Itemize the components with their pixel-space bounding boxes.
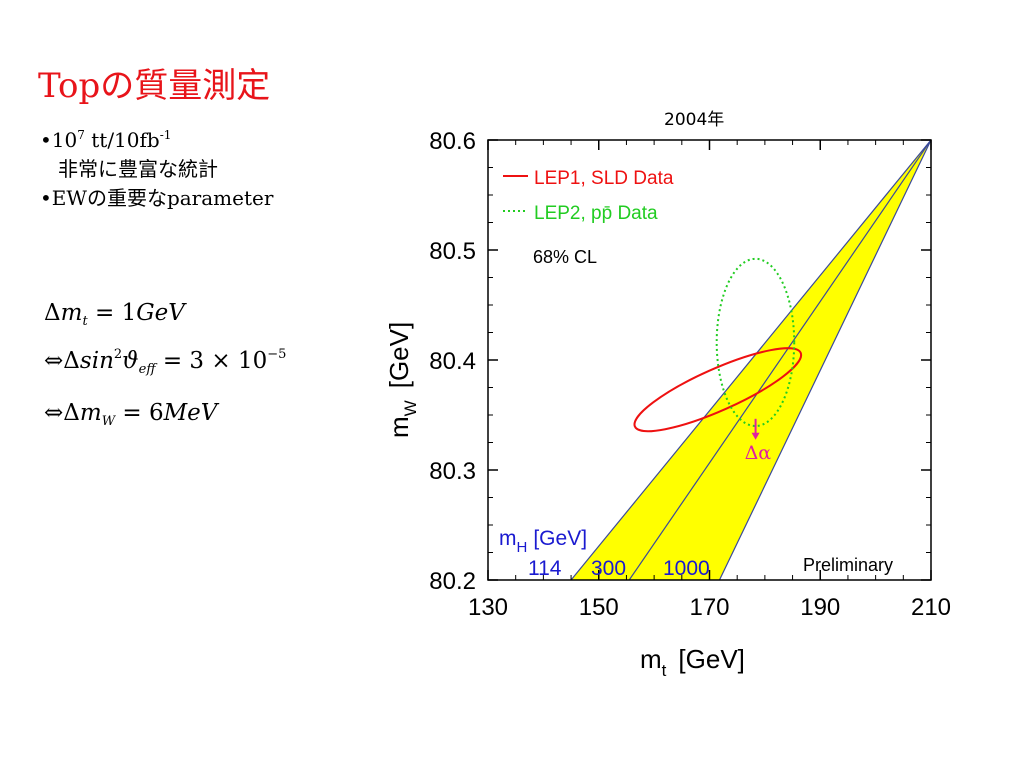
legend-cl-label: 68% CL	[533, 247, 597, 267]
x-tick-label-210: 210	[911, 594, 951, 621]
y-axis-label-main: m	[384, 416, 414, 438]
eq2-rhs: = 3 × 10	[155, 348, 268, 374]
mh-label-sub: H	[517, 539, 528, 556]
contour-lep2-ppbar	[715, 257, 796, 427]
higgs-band-fill	[571, 140, 931, 580]
eq3-arrow: ⇔	[44, 400, 64, 426]
contours	[633, 257, 803, 433]
eq2-theta: ϑ	[122, 348, 139, 374]
x-tick-label-170: 170	[689, 594, 729, 621]
bullet-stat: •107 tt/10fb-1	[40, 126, 273, 155]
eq1-unit: GeV	[136, 300, 185, 326]
eq2-sup2: −5	[267, 347, 287, 362]
higgs-line-1000	[718, 140, 931, 580]
mh-label-main: m	[499, 527, 517, 550]
slide-title: Topの質量測定	[38, 66, 271, 106]
delta-alpha-label: Δα	[745, 442, 772, 464]
x-axis-label-sub: t	[662, 661, 667, 680]
bullet-stat-desc: 非常に豊富な統計	[58, 157, 218, 181]
mh-legend: mH [GeV] 114 300 1000	[499, 527, 710, 580]
y-tick-label-80.6: 80.6	[429, 128, 476, 155]
mh-value-300: 300	[591, 557, 626, 580]
x-axis-label-unit: [GeV]	[678, 644, 744, 674]
equation-mw: ⇔ΔmW = 6MeV	[44, 400, 218, 429]
axis-ticks: 130 150 170 190 210 80.2 80.3 80.4 80.5 80.6	[429, 128, 951, 621]
bullet-list: •107 tt/10fb-1 非常に豊富な統計 •EWの重要なparameter	[40, 126, 273, 213]
higgs-line-300	[628, 140, 931, 580]
contour-lep1-sld	[633, 347, 803, 433]
delta-alpha-arrow-head	[751, 432, 760, 440]
bullet-stat-sup2: -1	[159, 128, 172, 142]
eq2-sup: 2	[113, 347, 123, 362]
bullet-ew: •EWの重要なparameter	[40, 186, 274, 210]
eq1-delta: Δ	[44, 300, 61, 326]
eq2-var: sin	[79, 348, 114, 374]
eq3-unit: MeV	[163, 400, 218, 426]
equation-mt: Δmt = 1GeV	[44, 300, 185, 329]
higgs-band	[570, 140, 931, 580]
x-tick-label-130: 130	[468, 594, 508, 621]
eq3-delta: Δ	[63, 400, 80, 426]
x-axis-label: mt [GeV]	[640, 644, 745, 680]
equation-sin2theta: ⇔Δsin2ϑeff = 3 × 10−5	[44, 347, 287, 377]
legend-label-lep1: LEP1, SLD Data	[534, 168, 674, 189]
x-tick-label-150: 150	[579, 594, 619, 621]
mh-label-unit: [GeV]	[533, 527, 587, 550]
eq1-rhs: = 1	[87, 300, 137, 326]
y-tick-label-80.2: 80.2	[429, 568, 476, 595]
x-axis-label-main: m	[640, 644, 662, 674]
y-tick-label-80.4: 80.4	[429, 348, 476, 375]
legend: LEP1, SLD Data LEP2, pp̄ Data 68% CL	[503, 168, 674, 267]
y-tick-label-80.5: 80.5	[429, 238, 476, 265]
eq2-arrow: ⇔	[44, 348, 64, 374]
y-axis-label-sub: W	[401, 400, 420, 416]
delta-alpha-annotation: Δα	[745, 418, 772, 464]
eq3-var: m	[79, 400, 102, 426]
legend-label-lep2: LEP2, pp̄ Data	[534, 203, 658, 224]
eq1-var: m	[60, 300, 83, 326]
higgs-line-114	[570, 140, 931, 580]
eq1-sub: t	[82, 314, 88, 329]
eq2-delta: Δ	[63, 348, 80, 374]
bullet-stat-mid: tt/10fb	[84, 128, 160, 152]
eq3-rhs: = 6	[115, 400, 164, 426]
bullet-stat-sup: 7	[77, 128, 85, 142]
y-axis-label-unit: [GeV]	[384, 322, 414, 388]
eq2-sub: eff	[138, 362, 156, 377]
preliminary-label: Preliminary	[803, 555, 893, 575]
y-tick-label-80.3: 80.3	[429, 458, 476, 485]
x-tick-label-190: 190	[800, 594, 840, 621]
bullet-stat-prefix: •10	[40, 128, 78, 152]
y-axis-label: mW [GeV]	[384, 322, 420, 438]
mh-label: mH [GeV]	[499, 527, 587, 556]
mh-value-114: 114	[528, 557, 562, 580]
chart-title: 2004年	[664, 110, 724, 130]
eq3-sub: W	[101, 414, 116, 429]
mh-value-1000: 1000	[663, 557, 710, 580]
